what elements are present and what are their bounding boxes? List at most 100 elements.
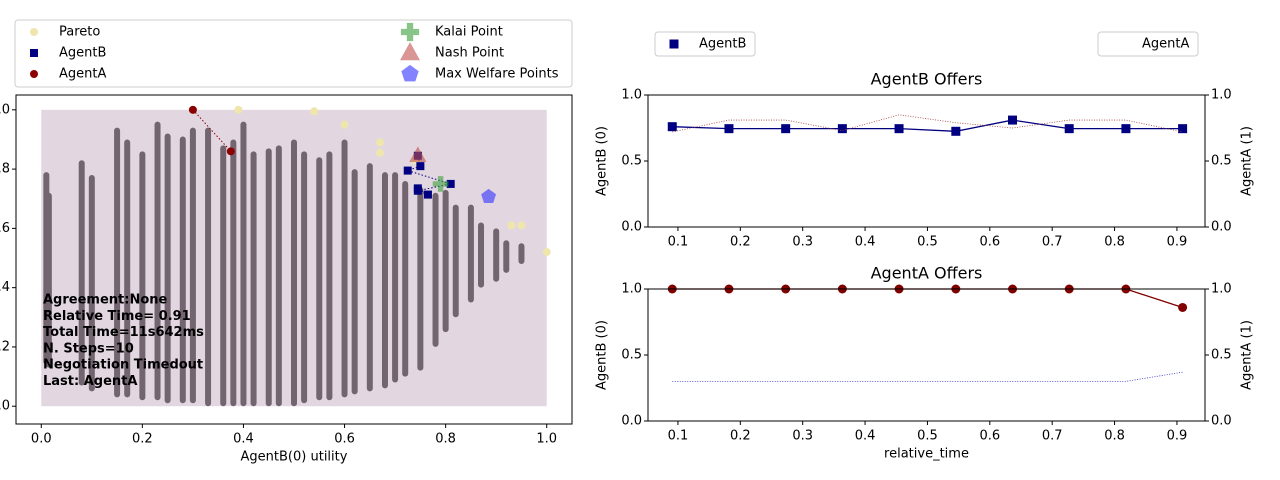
legend-label: Nash Point — [435, 46, 504, 61]
outcome-column — [275, 145, 282, 407]
legend-label: Kalai Point — [435, 25, 503, 40]
marker — [1121, 124, 1131, 134]
y-tick-label: 0.5 — [621, 348, 642, 363]
marker — [409, 146, 427, 163]
legend-label: AgentA — [1142, 37, 1189, 52]
outcome-column — [114, 127, 121, 398]
marker — [1008, 115, 1018, 125]
x-tick-label: 0.4 — [855, 429, 876, 444]
marker — [517, 221, 526, 230]
y-tick-label: 0.0 — [621, 414, 642, 429]
x-tick-label: 0.8 — [1104, 235, 1125, 250]
marker — [401, 64, 419, 82]
legend-label: AgentB — [59, 46, 106, 61]
y-axis-label: AgentB (0) — [595, 126, 610, 196]
y-tick-label: 0.2 — [0, 339, 10, 354]
outcome-column — [432, 192, 439, 347]
outcome-column — [205, 127, 212, 407]
y2-tick-label: 0.5 — [1211, 348, 1232, 363]
outcome-column — [452, 204, 459, 318]
y2-tick-label: 1.0 — [1211, 282, 1232, 297]
chart-title: AgentB Offers — [871, 70, 983, 89]
outcome-column — [351, 169, 358, 395]
x-tick-label: 0.0 — [31, 432, 52, 447]
marker — [423, 190, 432, 199]
x-tick-label: 0.7 — [1042, 429, 1063, 444]
marker — [781, 124, 791, 134]
annotation: Last: AgentA — [43, 374, 137, 389]
outcome-column — [154, 121, 161, 401]
x-tick-label: 0.1 — [668, 429, 689, 444]
y2-tick-label: 0.0 — [1211, 220, 1232, 235]
outcome-column — [220, 145, 227, 407]
y-tick-label: 0.0 — [0, 399, 10, 414]
marker — [1064, 124, 1074, 134]
legend-label: Max Welfare Points — [435, 67, 559, 82]
outcome-column — [189, 127, 196, 404]
x-tick-label: 0.5 — [917, 429, 938, 444]
outcome-column — [326, 151, 333, 401]
marker — [416, 162, 425, 171]
outcome-column — [341, 139, 348, 398]
x-tick-label: 0.2 — [730, 235, 751, 250]
x-tick-label: 0.4 — [233, 432, 254, 447]
y2-tick-label: 0.5 — [1211, 154, 1232, 169]
x-tick-label: 0.4 — [855, 235, 876, 250]
marker — [446, 179, 455, 188]
marker — [226, 147, 235, 156]
x-tick-label: 0.9 — [1167, 429, 1188, 444]
marker — [310, 107, 319, 116]
marker — [400, 22, 420, 42]
x-tick-label: 0.6 — [979, 429, 1000, 444]
marker — [894, 124, 904, 134]
marker — [724, 124, 734, 134]
legend-label: AgentA — [59, 67, 106, 82]
x-tick-label: 0.2 — [132, 432, 153, 447]
axes-frame — [647, 288, 1206, 422]
outcome-column — [88, 175, 95, 392]
y-tick-label: 0.4 — [0, 280, 10, 295]
marker — [1178, 302, 1188, 312]
x-tick-label: 0.9 — [1167, 235, 1188, 250]
y-tick-label: 1.0 — [621, 282, 642, 297]
x-tick-label: 0.8 — [435, 432, 456, 447]
outcome-column — [265, 148, 272, 407]
x-tick-label: 0.6 — [979, 235, 1000, 250]
x-tick-label: 0.2 — [730, 429, 751, 444]
series-line — [672, 119, 1183, 132]
outcome-column — [164, 133, 171, 404]
marker — [481, 188, 497, 203]
x-tick-label: 0.6 — [334, 432, 355, 447]
x-axis-label: relative_time — [884, 447, 969, 462]
marker — [669, 39, 679, 49]
series-line — [672, 371, 1183, 382]
annotation: Agreement:None — [43, 293, 168, 308]
legend-label: Pareto — [59, 25, 100, 40]
outcome-column — [381, 172, 388, 389]
x-tick-label: 1.0 — [536, 432, 557, 447]
outcome-column — [230, 139, 237, 407]
outcome-column — [478, 222, 485, 288]
outcome-column — [45, 192, 52, 368]
outcome-column — [78, 160, 85, 386]
annotation: Negotiation Timedout — [43, 358, 203, 373]
annotation: Total Time=11s642ms — [43, 325, 204, 340]
outcome-column — [503, 240, 510, 273]
outcome-column — [124, 139, 131, 398]
outcome-column — [392, 172, 399, 383]
y-tick-label: 0.0 — [621, 220, 642, 235]
marker — [837, 124, 847, 134]
outcome-column — [366, 163, 373, 392]
outcome-column — [179, 136, 186, 404]
legend-box — [1097, 31, 1199, 57]
series-line — [672, 288, 1183, 309]
outcome-column — [139, 151, 146, 401]
outcome-column — [250, 151, 257, 407]
y2-axis-label: AgentA (1) — [1240, 126, 1255, 196]
y-tick-label: 1.0 — [0, 102, 10, 117]
axes-frame — [15, 94, 573, 425]
outcome-column — [442, 189, 449, 333]
outcome-column — [467, 204, 474, 303]
marker — [432, 176, 449, 192]
